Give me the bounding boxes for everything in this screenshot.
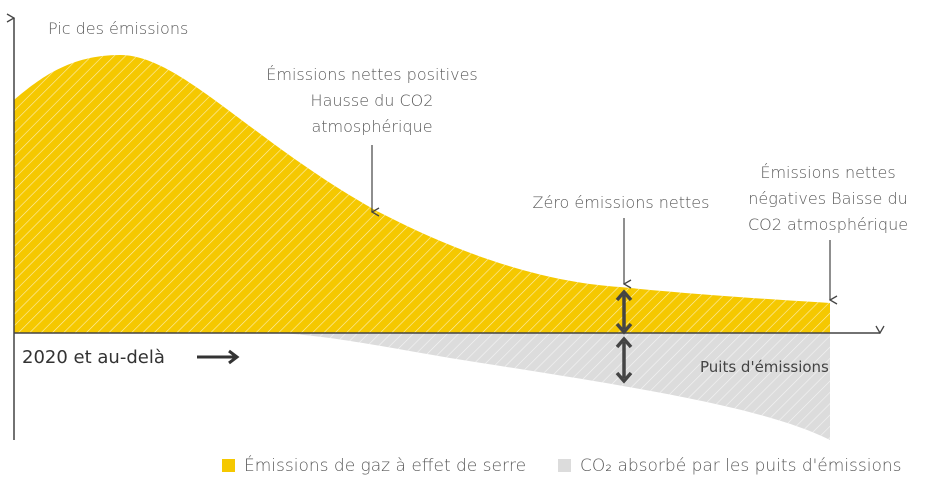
direction-arrow	[197, 349, 240, 365]
annotation: Émissions nettes positives	[266, 65, 478, 84]
double-arrow	[615, 289, 633, 384]
sink-hatch	[280, 333, 830, 440]
sink-label: Puits d'émissions	[700, 358, 829, 376]
annotation: atmosphérique	[311, 117, 432, 136]
emissions-hatch	[14, 55, 830, 333]
legend-swatch	[558, 459, 571, 472]
annotation: CO2 atmosphérique	[748, 215, 908, 234]
legend-label: Émissions de gaz à effet de serre	[244, 454, 526, 476]
annotation: Hausse du CO2	[311, 91, 434, 110]
annotation: Zéro émissions nettes	[533, 193, 710, 212]
legend-label: CO₂ absorbé par les puits d'émissions	[580, 456, 902, 476]
y-axis-label: Pic des émissions	[48, 19, 188, 38]
x-axis-label: 2020 et au-delà	[22, 347, 165, 368]
legend-swatch	[222, 459, 235, 472]
annotation: Émissions nettes	[760, 163, 895, 182]
annotation: négatives Baisse du	[748, 189, 907, 208]
